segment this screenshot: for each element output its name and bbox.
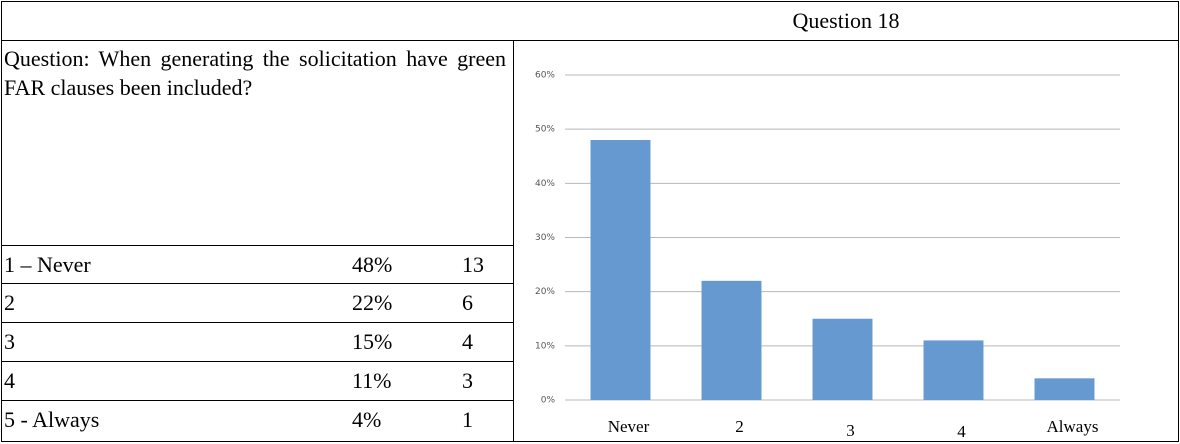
border [513, 40, 514, 442]
border [1, 40, 1179, 41]
cell: 15% [352, 329, 393, 354]
border [1178, 1, 1179, 442]
table-title: Question 18 [792, 8, 900, 33]
bar [590, 140, 651, 400]
cell: 6 [462, 290, 473, 315]
y-tick-label: 10% [535, 341, 555, 351]
x-tick-label: 2 [735, 417, 744, 436]
cell: 5 - Always [4, 407, 100, 432]
cell: 1 [462, 407, 473, 432]
x-tick-label: 3 [846, 421, 855, 440]
cell: 1 – Never [4, 252, 91, 277]
row-border [1, 283, 513, 284]
y-tick-label: 0% [541, 396, 556, 406]
x-tick-label: Always [1047, 417, 1099, 436]
row-border [1, 322, 513, 323]
row-border [1, 245, 513, 246]
cell: 4 [462, 329, 473, 354]
cell: 11% [352, 368, 392, 393]
cell: 4 [4, 368, 15, 393]
row-border [1, 400, 513, 401]
question-text: Question: When generating the solicitati… [4, 46, 506, 100]
bar [701, 280, 762, 400]
row-border [1, 361, 513, 362]
cell: 48% [352, 252, 393, 277]
border [1, 441, 1179, 442]
y-tick-label: 60% [535, 71, 555, 81]
border [1, 1, 1179, 2]
cell: 3 [462, 368, 473, 393]
bar [812, 318, 873, 400]
x-tick-label: 4 [957, 422, 966, 441]
y-tick-label: 50% [535, 125, 555, 135]
cell: 4% [352, 407, 382, 432]
bar [923, 340, 984, 400]
y-tick-label: 20% [535, 287, 555, 297]
cell: 22% [352, 290, 393, 315]
chart: 0% 10% 20% 30% 40% 50% 60% Never 2 3 4 Always [535, 71, 1120, 441]
y-tick-label: 30% [535, 233, 555, 243]
bar [1034, 378, 1095, 400]
cell: 3 [4, 329, 15, 354]
y-tick-label: 40% [535, 179, 555, 189]
cell: 2 [4, 290, 15, 315]
x-tick-label: Never [608, 417, 650, 436]
cell: 13 [462, 252, 484, 277]
border [1, 1, 2, 442]
